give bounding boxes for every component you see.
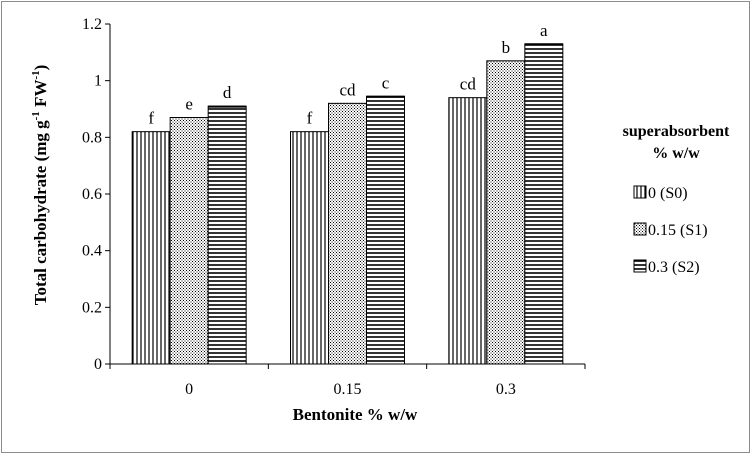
legend-items: 0 (S0) 0.15 (S1) 0.3 (S2) — [633, 185, 708, 276]
significance-label: e — [185, 95, 193, 114]
x-tick-label: 0 — [185, 381, 193, 398]
bar — [448, 97, 488, 365]
y-axis-title: Total carbohydrate (mg g-1 FW-1) — [30, 65, 50, 306]
legend-swatch — [633, 185, 647, 199]
y-tick-label: 0 — [94, 356, 102, 373]
legend-swatch — [633, 222, 647, 236]
x-tick-label: 0.15 — [334, 381, 362, 398]
legend-title-line2: % w/w — [652, 145, 700, 162]
bars-group — [131, 43, 564, 365]
significance-label: cd — [460, 75, 477, 94]
chart-frame — [1, 1, 750, 453]
legend-label: 0 (S0) — [648, 185, 688, 202]
significance-label: d — [223, 83, 232, 102]
legend-title-line1: superabsorbent — [623, 123, 730, 140]
bar — [207, 105, 247, 365]
x-tick-label: 0.3 — [496, 381, 516, 398]
y-tick-label: 1.2 — [82, 16, 102, 33]
bar — [366, 95, 405, 365]
significance-label: cd — [339, 80, 356, 99]
significance-label: f — [307, 109, 313, 128]
legend-label: 0.15 (S1) — [648, 222, 708, 239]
bar — [131, 131, 171, 365]
significance-label: c — [382, 73, 390, 92]
significance-labels: f e d f cd c cd b a — [148, 21, 548, 128]
bar — [290, 131, 329, 365]
y-tick-label: 0.6 — [82, 186, 102, 203]
significance-label: b — [502, 38, 511, 57]
significance-label: a — [540, 21, 548, 40]
y-tick-label: 1 — [94, 73, 102, 90]
significance-label: f — [148, 109, 154, 128]
bar — [524, 43, 564, 365]
legend-swatch — [633, 259, 647, 273]
y-tick-label: 0.2 — [82, 299, 102, 316]
legend-label: 0.3 (S2) — [648, 259, 700, 276]
y-axis: 0 0.2 0.4 0.6 0.8 1 1.2 — [82, 16, 111, 373]
y-tick-label: 0.4 — [82, 243, 102, 260]
bar — [486, 60, 526, 365]
x-axis-title: Bentonite % w/w — [293, 405, 418, 424]
legend: superabsorbent % w/w 0 (S0) 0.15 (S1) 0.3 … — [623, 123, 730, 276]
y-tick-label: 0.8 — [82, 129, 102, 146]
